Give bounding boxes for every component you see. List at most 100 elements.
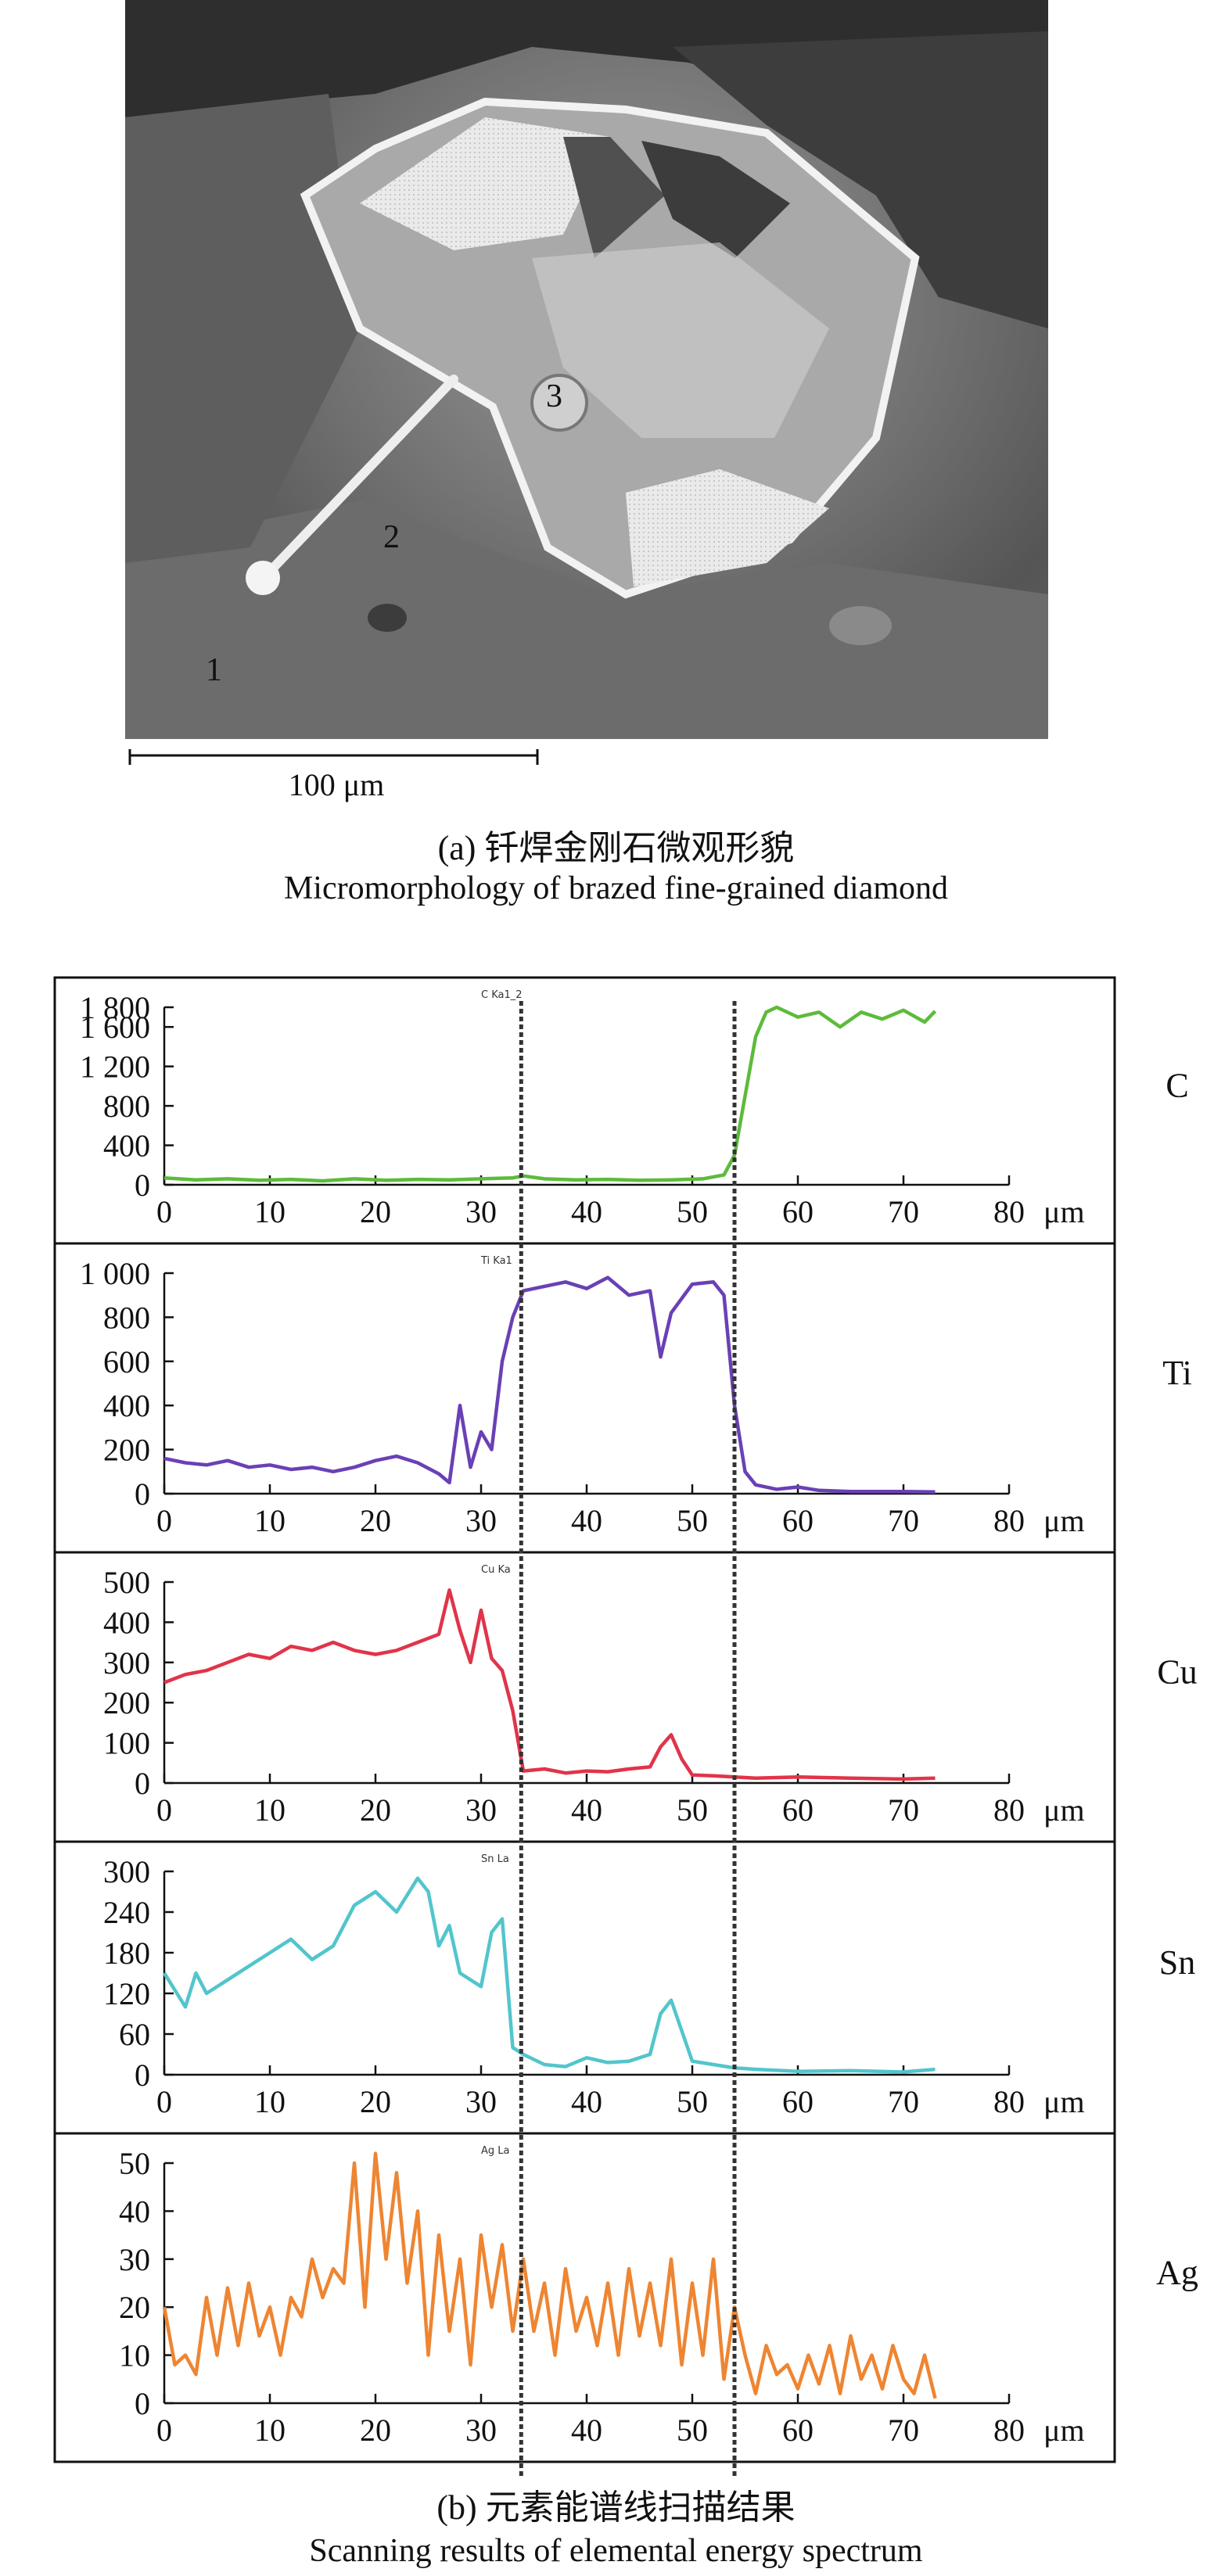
y-tick-label: 600 [103, 1344, 150, 1379]
x-tick-label: 10 [254, 1503, 286, 1538]
x-tick-label: 80 [993, 1503, 1025, 1538]
y-tick-label: 10 [119, 2338, 150, 2373]
y-tick-label: 1 200 [80, 1049, 150, 1085]
x-tick-label: 40 [571, 1503, 602, 1538]
x-tick-label: 10 [254, 2084, 286, 2119]
x-tick-label: 40 [571, 1792, 602, 1828]
x-tick-label: 70 [888, 2084, 919, 2119]
x-tick-label: 0 [156, 1792, 172, 1828]
series-line-ti [163, 1275, 936, 1494]
x-tick-label: 30 [465, 1792, 497, 1828]
x-tick-label: 60 [782, 1503, 814, 1538]
x-tick-label: 80 [993, 1194, 1025, 1229]
y-tick-label: 1 800 [80, 990, 150, 1025]
y-tick-label: 40 [119, 2194, 150, 2229]
x-tick-label: 20 [360, 2084, 391, 2119]
y-tick-label: 200 [103, 1433, 150, 1468]
series-line-cu [163, 1588, 936, 1781]
scale-bar [128, 749, 539, 765]
series-line-ag [162, 2151, 937, 2399]
x-tick-label: 80 [993, 2413, 1025, 2448]
point-label-2: 2 [383, 519, 400, 555]
x-tick-label: 70 [888, 1792, 919, 1828]
x-tick-label: 80 [993, 2084, 1025, 2119]
x-tick-label: 50 [677, 1503, 708, 1538]
x-tick-label: 0 [156, 1503, 172, 1538]
x-tick-label: 20 [360, 1194, 391, 1229]
x-tick-label: 60 [782, 1194, 814, 1229]
y-tick-label: 50 [119, 2146, 150, 2181]
x-tick-label: 60 [782, 2413, 814, 2448]
y-tick-label: 240 [103, 1895, 150, 1930]
x-tick-label: 30 [465, 2413, 497, 2448]
x-tick-label: 40 [571, 1194, 602, 1229]
element-label: C [1166, 1067, 1188, 1105]
y-tick-label: 0 [135, 2058, 150, 2093]
caption-b-en: Scanning results of elemental energy spe… [309, 2533, 923, 2569]
y-tick-label: 0 [135, 2386, 150, 2421]
y-tick-label: 300 [103, 1854, 150, 1889]
x-tick-label: 10 [254, 1792, 286, 1828]
x-tick-label: 60 [782, 2084, 814, 2119]
y-tick-label: 300 [103, 1645, 150, 1681]
series-line-c [163, 1005, 937, 1183]
x-unit-label: μm [1043, 2413, 1085, 2448]
x-tick-label: 40 [571, 2084, 602, 2119]
series-tag: Sn La [481, 1853, 509, 1865]
x-unit-label: μm [1043, 2084, 1085, 2119]
y-tick-label: 400 [103, 1605, 150, 1640]
x-tick-label: 70 [888, 1503, 919, 1538]
x-tick-label: 30 [465, 2084, 497, 2119]
scale-bar-label: 100 μm [288, 767, 385, 802]
y-tick-label: 800 [103, 1300, 150, 1335]
element-label: Cu [1157, 1653, 1197, 1692]
series-tag: C Ka1_2 [481, 989, 523, 1001]
chart-frame [53, 976, 1116, 2463]
y-tick-label: 1 000 [80, 1256, 150, 1291]
y-tick-label: 800 [103, 1089, 150, 1124]
x-tick-label: 50 [677, 2084, 708, 2119]
x-tick-label: 70 [888, 1194, 919, 1229]
element-label: Ag [1156, 2254, 1198, 2292]
y-tick-label: 1 600 [80, 1010, 150, 1045]
x-unit-label: μm [1043, 1503, 1085, 1538]
caption-a-zh: (a) 钎焊金刚石微观形貌 [437, 829, 795, 867]
x-unit-label: μm [1043, 1194, 1085, 1229]
element-label: Ti [1162, 1354, 1192, 1392]
series-tag: Ti Ka1 [480, 1255, 512, 1267]
x-tick-label: 30 [465, 1194, 497, 1229]
y-tick-label: 400 [103, 1128, 150, 1164]
y-tick-label: 0 [135, 1766, 150, 1801]
x-tick-label: 20 [360, 1503, 391, 1538]
y-tick-label: 180 [103, 1936, 150, 1971]
y-tick-label: 30 [119, 2242, 150, 2277]
y-tick-label: 0 [135, 1476, 150, 1512]
x-tick-label: 70 [888, 2413, 919, 2448]
x-tick-label: 0 [156, 2413, 172, 2448]
x-unit-label: μm [1043, 1792, 1085, 1828]
x-tick-label: 60 [782, 1792, 814, 1828]
x-tick-label: 50 [677, 1792, 708, 1828]
x-tick-label: 20 [360, 1792, 391, 1828]
y-tick-label: 120 [103, 1976, 150, 2011]
y-tick-label: 500 [103, 1565, 150, 1600]
element-label: Sn [1159, 1943, 1195, 1982]
series-tag: Ag La [481, 2145, 510, 2157]
x-tick-label: 50 [677, 1194, 708, 1229]
point-label-1: 1 [206, 652, 222, 688]
y-tick-label: 100 [103, 1726, 150, 1761]
x-tick-label: 40 [571, 2413, 602, 2448]
x-tick-label: 0 [156, 2084, 172, 2119]
x-tick-label: 10 [254, 1194, 286, 1229]
series-tag: Cu Ka [481, 1564, 511, 1576]
caption-b-zh: (b) 元素能谱线扫描结果 [436, 2488, 796, 2527]
point-label-3: 3 [546, 379, 562, 414]
x-tick-label: 80 [993, 1792, 1025, 1828]
y-tick-label: 20 [119, 2290, 150, 2325]
